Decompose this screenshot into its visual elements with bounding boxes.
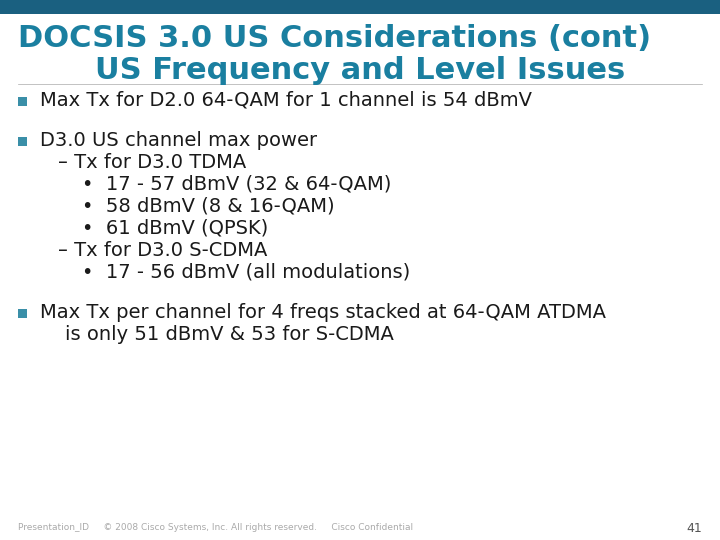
Bar [0,0,720,14]
Text: Presentation_ID     © 2008 Cisco Systems, Inc. All rights reserved.     Cisco Co: Presentation_ID © 2008 Cisco Systems, In… [18,523,413,532]
Text: US Frequency and Level Issues: US Frequency and Level Issues [95,56,625,85]
Text: Max Tx for D2.0 64-QAM for 1 channel is 54 dBmV: Max Tx for D2.0 64-QAM for 1 channel is … [40,91,532,110]
Text: 41: 41 [686,522,702,535]
Bar [18,97,27,105]
Text: DOCSIS 3.0 US Considerations (cont): DOCSIS 3.0 US Considerations (cont) [18,24,651,53]
Bar [18,308,27,318]
Text: Max Tx per channel for 4 freqs stacked at 64-QAM ATDMA: Max Tx per channel for 4 freqs stacked a… [40,302,606,321]
Text: •  61 dBmV (QPSK): • 61 dBmV (QPSK) [82,219,269,238]
Text: •  17 - 57 dBmV (32 & 64-QAM): • 17 - 57 dBmV (32 & 64-QAM) [82,174,392,193]
Text: is only 51 dBmV & 53 for S-CDMA: is only 51 dBmV & 53 for S-CDMA [40,325,394,343]
Text: D3.0 US channel max power: D3.0 US channel max power [40,131,317,150]
Text: – Tx for D3.0 S-CDMA: – Tx for D3.0 S-CDMA [58,240,267,260]
Text: •  58 dBmV (8 & 16-QAM): • 58 dBmV (8 & 16-QAM) [82,197,335,215]
Text: •  17 - 56 dBmV (all modulations): • 17 - 56 dBmV (all modulations) [82,262,410,281]
Text: – Tx for D3.0 TDMA: – Tx for D3.0 TDMA [58,152,246,172]
Bar [18,137,27,145]
